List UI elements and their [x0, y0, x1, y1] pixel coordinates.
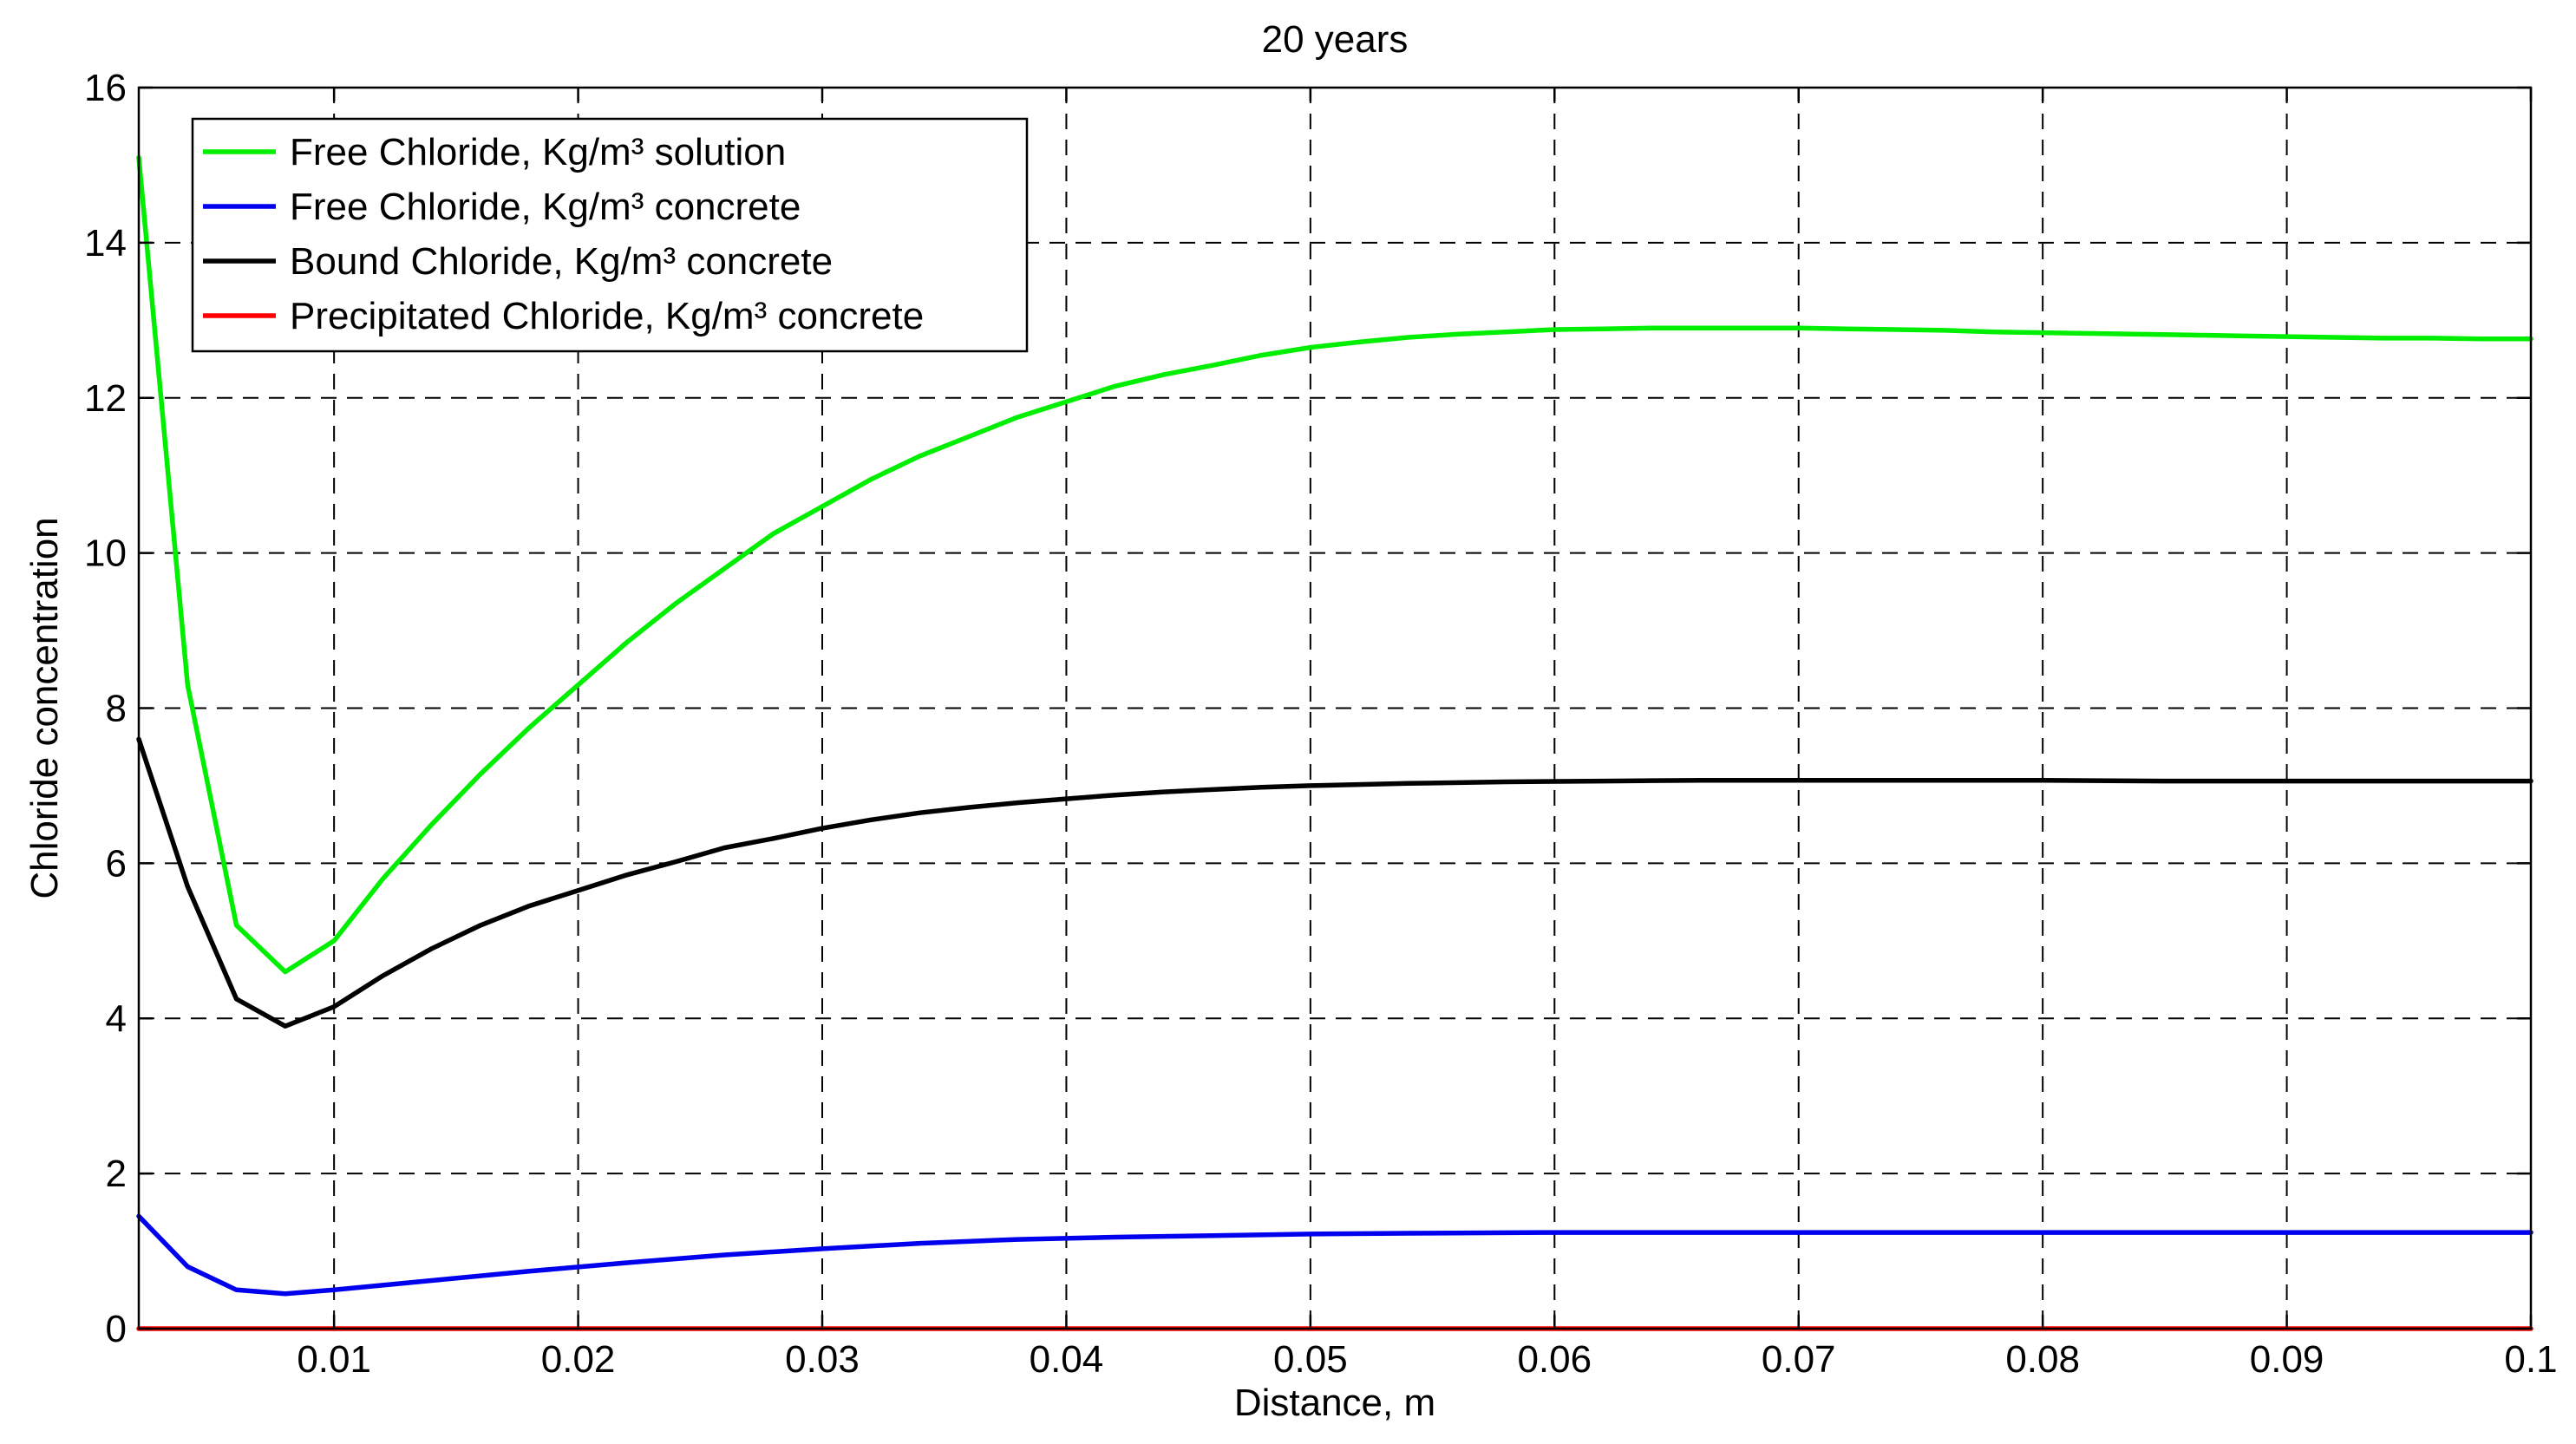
legend-box: [191, 117, 1029, 353]
y-tick-label: 8: [106, 688, 127, 730]
y-tick-labels: 0 2 4 6 8 10 12 14 16: [84, 67, 127, 1350]
y-tick-label: 16: [84, 67, 127, 109]
x-tick-label: 0.06: [1517, 1338, 1592, 1381]
x-tick-labels: 0.01 0.02 0.03 0.04 0.05 0.06 0.07 0.08 0.09 0.1: [297, 1338, 2557, 1381]
y-tick-label: 14: [84, 222, 127, 265]
legend-label-3: Bound Chloride, Kg/m³ concrete: [290, 240, 833, 283]
y-axis-label: Chloride concentration: [23, 517, 66, 898]
x-tick-label: 0.07: [1762, 1338, 1836, 1381]
legend-label-1: Free Chloride, Kg/m³ solution: [290, 131, 786, 173]
series-line-3: [136, 736, 2534, 1029]
y-tick-label: 6: [106, 842, 127, 885]
x-tick-label: 0.01: [297, 1338, 371, 1381]
legend-label-2: Free Chloride, Kg/m³ concrete: [290, 186, 801, 228]
legend: Free Chloride, Kg/m³ solution Free Chlori…: [191, 117, 1029, 353]
y-tick-label: 4: [106, 997, 127, 1040]
x-tick-label: 0.02: [541, 1338, 616, 1381]
x-axis-label: Distance, m: [1234, 1382, 1435, 1424]
x-tick-label: 0.09: [2250, 1338, 2324, 1381]
x-tick-label: 0.03: [785, 1338, 860, 1381]
tick-marks: [139, 86, 2533, 1330]
chart-title: 20 years: [1262, 18, 1409, 61]
series-line-1: [136, 154, 2534, 975]
series-line-2: [136, 1213, 2534, 1297]
y-tick-label: 2: [106, 1153, 127, 1195]
y-tick-label: 0: [106, 1308, 127, 1350]
x-tick-label: 0.05: [1273, 1338, 1348, 1381]
y-tick-label: 12: [84, 377, 127, 420]
x-tick-label: 0.1: [2504, 1338, 2557, 1381]
x-tick-label: 0.04: [1030, 1338, 1104, 1381]
x-tick-label: 0.08: [2005, 1338, 2080, 1381]
legend-label-4: Precipitated Chloride, Kg/m³ concrete: [290, 295, 924, 337]
y-tick-label: 10: [84, 533, 127, 575]
